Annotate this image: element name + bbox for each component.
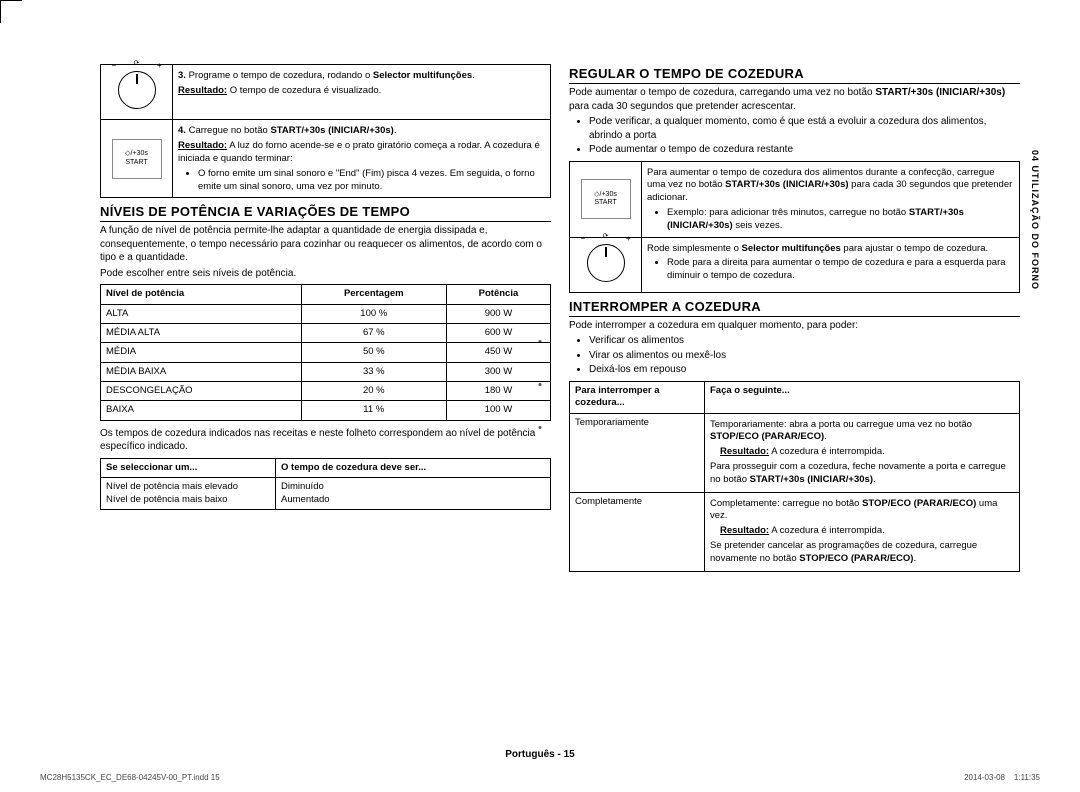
result-text: A luz do forno acende-se e o prato girat… — [178, 140, 540, 164]
table-cell: 50 % — [301, 343, 446, 362]
table-cell: 33 % — [301, 362, 446, 381]
heading-power-levels: NÍVEIS DE POTÊNCIA E VARIAÇÕES DE TEMPO — [100, 204, 551, 222]
table-cell: 67 % — [301, 324, 446, 343]
table-cell: 900 W — [446, 304, 550, 323]
table-cell: Completamente — [570, 492, 705, 571]
power-levels-table: Nível de potência Percentagem Potência A… — [100, 284, 551, 420]
crop-mark — [0, 1, 1, 23]
body-text: Pode interromper a cozedura em qualquer … — [569, 319, 1020, 333]
table-header: Se seleccionar um... — [101, 458, 276, 477]
step-text: Programe o tempo de cozedura, rodando o — [189, 70, 373, 81]
start-button-icon: ◇/+30s START — [112, 139, 162, 179]
crop-mark — [0, 0, 22, 1]
section-tab: 04 UTILIZAÇÃO DO FORNO — [1030, 150, 1040, 290]
body-text: para ajustar o tempo de cozedura. — [841, 243, 988, 254]
table-cell: 450 W — [446, 343, 550, 362]
step-number: 4. — [178, 125, 186, 136]
body-text: Rode simplesmente o — [647, 243, 742, 254]
table-cell: 100 W — [446, 401, 550, 420]
instruction-steps-table: ⟳ − + 3. Programe o tempo de cozedura, r… — [100, 64, 551, 198]
table-header: Nível de potência — [101, 285, 302, 304]
right-column: REGULAR O TEMPO DE COZEDURA Pode aumenta… — [569, 60, 1020, 740]
step-text: Carregue no botão — [189, 125, 271, 136]
table-cell: BAIXA — [101, 401, 302, 420]
table-cell: Temporariamente: abra a porta ou carregu… — [705, 413, 1020, 492]
example-text: Exemplo: para adicionar três minutos, ca… — [667, 207, 909, 218]
result-text: O tempo de cozedura é visualizado. — [227, 85, 381, 96]
dial-minus: − — [112, 61, 117, 71]
table-header: O tempo de cozedura deve ser... — [276, 458, 551, 477]
time-adjust-table: Se seleccionar um... O tempo de cozedura… — [100, 458, 551, 510]
footer-filename: MC28H5135CK_EC_DE68-04245V-00_PT.indd 15 — [40, 773, 220, 782]
table-header: Potência — [446, 285, 550, 304]
table-header: Para interromper a cozedura... — [570, 381, 705, 413]
table-header: Percentagem — [301, 285, 446, 304]
page-footer: Português - 15 — [0, 749, 1080, 760]
dial-plus: + — [157, 61, 162, 71]
footer-timestamp: 2014-03-08 1:11:35 — [964, 773, 1040, 782]
body-text: para cada 30 segundos que pretender acre… — [569, 101, 796, 112]
step-number: 3. — [178, 70, 186, 81]
table-cell: Completamente: carregue no botão STOP/EC… — [705, 492, 1020, 571]
table-cell: MÉDIA — [101, 343, 302, 362]
table-cell: 11 % — [301, 401, 446, 420]
page-content: ⟳ − + 3. Programe o tempo de cozedura, r… — [100, 60, 1020, 740]
dial-icon — [587, 244, 625, 282]
bold-term: Selector multifunções — [742, 243, 841, 254]
body-text: Pode aumentar o tempo de cozedura, carre… — [569, 87, 875, 98]
heading-regular-time: REGULAR O TEMPO DE COZEDURA — [569, 66, 1020, 84]
dial-minus: − — [581, 234, 586, 244]
result-label: Resultado: — [178, 140, 227, 151]
intro-text: A função de nível de potência permite-lh… — [100, 224, 551, 265]
bold-term: START/+30s (INICIAR/+30s) — [875, 87, 1005, 98]
table-cell: Temporariamente — [570, 413, 705, 492]
table-cell: 100 % — [301, 304, 446, 323]
table-cell: 600 W — [446, 324, 550, 343]
bullet-item: Rode para a direita para aumentar o temp… — [667, 257, 1014, 283]
bullet-item: Pode verificar, a qualquer momento, como… — [589, 115, 1020, 142]
dial-icon-label: ⟳ — [134, 59, 140, 68]
table-cell: 180 W — [446, 382, 550, 401]
table-header: Faça o seguinte... — [705, 381, 1020, 413]
dial-icon-label: ⟳ — [603, 232, 609, 241]
interrupt-table: Para interromper a cozedura... Faça o se… — [569, 381, 1020, 572]
dial-plus: + — [626, 234, 631, 244]
table-cell: MÉDIA BAIXA — [101, 362, 302, 381]
heading-interrupt: INTERROMPER A COZEDURA — [569, 299, 1020, 317]
left-column: ⟳ − + 3. Programe o tempo de cozedura, r… — [100, 60, 551, 740]
table-cell: MÉDIA ALTA — [101, 324, 302, 343]
result-label: Resultado: — [178, 85, 227, 96]
table-cell: DESCONGELAÇÃO — [101, 382, 302, 401]
note-text: Os tempos de cozedura indicados nas rece… — [100, 427, 551, 454]
bullet-item: Pode aumentar o tempo de cozedura restan… — [589, 143, 1020, 157]
bold-term: Selector multifunções — [373, 70, 472, 81]
start-button-icon: ◇/+30sSTART — [581, 179, 631, 219]
adjust-time-table: ◇/+30sSTART Para aumentar o tempo de coz… — [569, 161, 1020, 293]
dial-icon — [118, 71, 156, 109]
table-cell: 20 % — [301, 382, 446, 401]
table-cell: Diminuído Aumentado — [276, 478, 551, 510]
table-cell: 300 W — [446, 362, 550, 381]
table-cell: ALTA — [101, 304, 302, 323]
intro-text: Pode escolher entre seis níveis de potên… — [100, 267, 551, 281]
bold-term: START/+30s (INICIAR/+30s) — [725, 179, 848, 190]
footer-meta: MC28H5135CK_EC_DE68-04245V-00_PT.indd 15… — [40, 773, 1040, 782]
bold-term: START/+30s (INICIAR/+30s) — [270, 125, 393, 136]
body-text: seis vezes. — [733, 220, 783, 231]
bullet-item: Deixá-los em repouso — [589, 363, 1020, 377]
table-cell: Nível de potência mais elevado Nível de … — [101, 478, 276, 510]
step-bullet: O forno emite um sinal sonoro e "End" (F… — [198, 168, 545, 194]
bullet-item: Virar os alimentos ou mexê-los — [589, 349, 1020, 363]
bullet-item: Verificar os alimentos — [589, 334, 1020, 348]
